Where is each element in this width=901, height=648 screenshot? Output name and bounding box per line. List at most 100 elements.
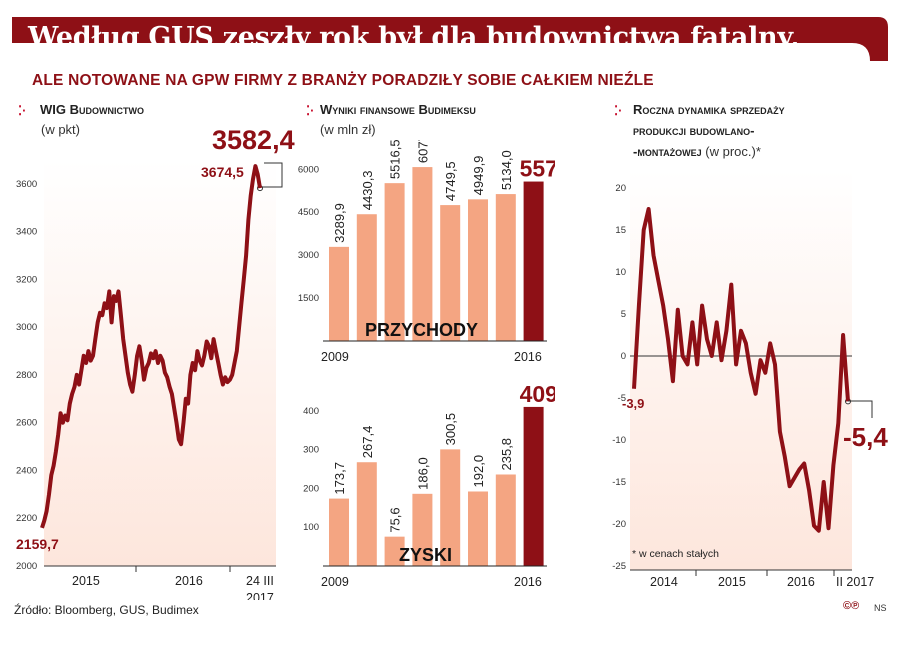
profit-bar	[329, 498, 349, 566]
revenue-bar-chart: 1500 3000 4500 6000 3289,9 4430,3 5516,5 6077,…	[298, 140, 555, 364]
profit-last-value-label: 409,9	[520, 381, 555, 407]
revenue-ytick-label: 4500	[298, 207, 319, 218]
revenue-bar	[412, 167, 433, 341]
dynamics-ytick-label: -10	[612, 435, 626, 446]
source-note: Źródło: Bloomberg, GUS, Budimex	[14, 603, 199, 617]
revenue-bar	[523, 181, 544, 341]
dynamics-footnote: * w cenach stałych	[632, 548, 719, 560]
wig-ytick-label: 3400	[16, 227, 37, 238]
revenue-bar	[384, 183, 405, 341]
profit-ytick-label: 200	[303, 483, 319, 494]
profit-value-label: 300,5	[443, 413, 458, 446]
wig-ytick-label: 2000	[16, 561, 37, 572]
dynamics-xtick-label: 2015	[718, 575, 746, 589]
wig-chart-title: WIG Budownictwo	[40, 102, 144, 117]
profit-xtick-end: 2016	[514, 575, 542, 589]
revenue-value-label: 3289,9	[332, 203, 347, 243]
revenue-bar	[440, 205, 461, 341]
revenue-value-label: 5516,5	[388, 140, 403, 179]
revenue-xtick-end: 2016	[514, 350, 542, 364]
dynamics-ytick-label: 10	[615, 267, 626, 278]
wig-ytick-label: 3600	[16, 179, 37, 190]
dynamics-last-label: -5,4	[843, 422, 888, 452]
profit-value-label: 267,4	[360, 426, 375, 459]
dynamics-xtick-label: 2014	[650, 575, 678, 589]
dynamics-ytick-label: 0	[621, 351, 626, 362]
dynamics-title-line3: -montażowej (w proc.)*	[633, 144, 761, 159]
profit-ytick-label: 300	[303, 445, 319, 456]
dynamics-series-line	[632, 207, 850, 533]
wig-ytick-label: 3000	[16, 322, 37, 333]
budimex-unit-label: (w mln zł)	[320, 122, 376, 137]
profit-bar	[523, 406, 544, 566]
revenue-ytick-label: 3000	[298, 250, 319, 261]
dynamics-title-line3-text: -montażowej	[633, 144, 702, 159]
dynamics-ytick-label: 20	[615, 183, 626, 194]
revenue-bar	[495, 194, 516, 341]
profit-bar	[356, 462, 377, 566]
wig-ytick-label: 2400	[16, 465, 37, 476]
profit-ytick-label: 400	[303, 406, 319, 417]
dynamics-last-leader	[848, 400, 873, 418]
profit-label: ZYSKI	[399, 545, 452, 565]
revenue-value-label: 4949,9	[471, 156, 486, 196]
dynamics-ytick-label: -15	[612, 477, 626, 488]
profit-value-label: 75,6	[388, 507, 403, 532]
dynamics-start-label: -3,9	[622, 396, 644, 411]
profit-xtick-start: 2009	[321, 575, 349, 589]
profit-bar	[412, 493, 433, 566]
revenue-bar	[356, 214, 377, 341]
subheadline: ALE NOTOWANE NA GPW FIRMY Z BRANŻY PORAD…	[32, 72, 654, 89]
revenue-ytick-label: 1500	[298, 293, 319, 304]
title-marker-icon: ⁚·	[306, 103, 315, 118]
revenue-value-label: 6077,7	[415, 140, 430, 163]
wig-unit-label: (w pkt)	[41, 122, 80, 137]
profit-value-label: 235,8	[499, 438, 514, 471]
wig-ytick-label: 2200	[16, 513, 37, 524]
dynamics-plot-background	[630, 170, 852, 570]
headline-banner	[12, 17, 888, 61]
title-marker-icon: ⁚·	[614, 103, 623, 118]
dynamics-ytick-label: -25	[612, 561, 626, 572]
title-marker-icon: ⁚·	[18, 103, 27, 118]
wig-last-leader	[262, 162, 283, 188]
profit-bar	[495, 474, 516, 566]
dynamics-ytick-label: 5	[621, 309, 626, 320]
profit-ytick-label: 100	[303, 522, 319, 533]
dynamics-ytick-label: 15	[615, 225, 626, 236]
dynamics-xtick-label: II 2017	[836, 575, 874, 589]
wig-last-label-top: 3582,4	[212, 125, 295, 155]
wig-xtick-label: 2016	[175, 574, 203, 588]
wig-peak-label: 3674,5	[201, 164, 244, 180]
profit-bar	[440, 449, 461, 566]
dynamics-title-line1: Roczna dynamika sprzedaży	[633, 102, 785, 117]
dynamics-ytick-label: -20	[612, 519, 626, 530]
dynamics-line-chart: -25 -20 -15 -10 -5 0 5 10 15 20 2014 2015 2016 II 20…	[612, 170, 888, 589]
wig-ytick-label: 2800	[16, 370, 37, 381]
revenue-xtick-start: 2009	[321, 350, 349, 364]
wig-start-label: 2159,7	[16, 536, 59, 552]
wig-ytick-label: 2600	[16, 418, 37, 429]
revenue-value-label: 4749,5	[443, 161, 458, 201]
wig-xtick-label: 2017	[246, 591, 274, 600]
wig-xtick-label: 24 III	[246, 574, 274, 588]
dynamics-unit-label: (w proc.)*	[705, 144, 761, 159]
profit-bar	[384, 536, 405, 566]
wig-series-line	[40, 164, 262, 529]
headline: Według GUS zeszły rok był dla budownictw…	[28, 22, 800, 53]
budimex-chart-title: Wyniki finansowe Budimeksu	[320, 102, 476, 117]
profit-value-label: 186,0	[415, 457, 430, 490]
wig-line-chart: 2000 2200 2400 2600 2800 3000 3200 3400 3600 201…	[16, 160, 283, 600]
profit-bar	[468, 491, 488, 566]
author-initials: NS	[874, 603, 887, 613]
revenue-value-label: 4430,3	[360, 170, 375, 210]
wig-xtick-label: 2015	[72, 574, 100, 588]
revenue-value-label: 5134,0	[499, 150, 514, 190]
dynamics-ytick-label: -5	[618, 393, 626, 404]
profit-value-label: 192,0	[471, 455, 486, 488]
wig-ytick-label: 3200	[16, 274, 37, 285]
revenue-last-value-label: 5572,3	[520, 156, 555, 182]
copyright-icon: ©℗	[843, 600, 860, 612]
dynamics-title-line2: produkcji budowlano-	[633, 123, 755, 138]
profit-value-label: 173,7	[332, 462, 347, 495]
